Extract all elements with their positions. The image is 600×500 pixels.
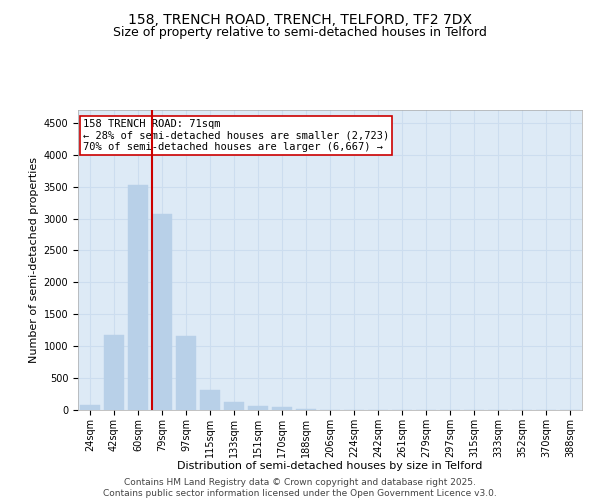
Bar (248, 406, 268, 410)
Text: 158 TRENCH ROAD: 71sqm
← 28% of semi-detached houses are smaller (2,723)
70% of : 158 TRENCH ROAD: 71sqm ← 28% of semi-det… (83, 119, 389, 152)
Bar (152, 214, 172, 410)
Bar (296, 409, 316, 410)
Bar (224, 402, 244, 410)
Bar (80, 405, 100, 410)
Bar (200, 390, 220, 410)
Text: Contains HM Land Registry data © Crown copyright and database right 2025.
Contai: Contains HM Land Registry data © Crown c… (103, 478, 497, 498)
X-axis label: Distribution of semi-detached houses by size in Telford: Distribution of semi-detached houses by … (178, 461, 482, 471)
Bar (272, 408, 292, 410)
Bar (128, 186, 148, 410)
Bar (176, 336, 196, 410)
Bar (104, 334, 124, 410)
Text: 158, TRENCH ROAD, TRENCH, TELFORD, TF2 7DX: 158, TRENCH ROAD, TRENCH, TELFORD, TF2 7… (128, 12, 472, 26)
Y-axis label: Number of semi-detached properties: Number of semi-detached properties (29, 157, 40, 363)
Text: Size of property relative to semi-detached houses in Telford: Size of property relative to semi-detach… (113, 26, 487, 39)
